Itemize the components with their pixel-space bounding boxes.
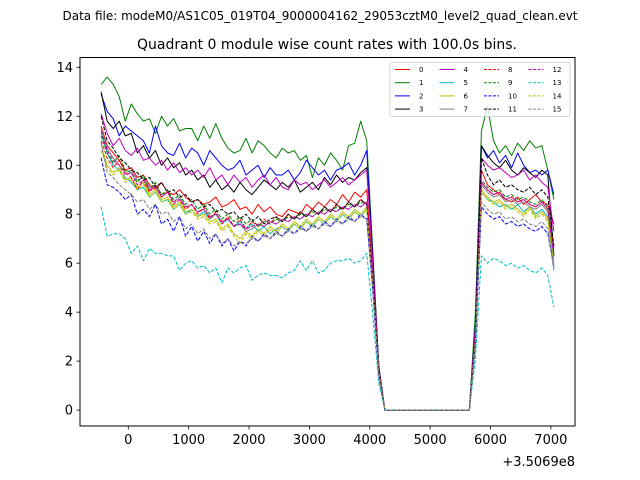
legend-label-1: 1 (419, 79, 423, 87)
series-line-13 (100, 206, 555, 411)
y-tick-label: 14 (56, 61, 73, 76)
x-tick-label: 6000 (474, 433, 507, 448)
x-axis: 0 1000 2000 3000 4000 5000 6000 7000 (124, 426, 567, 448)
legend-box (389, 62, 571, 117)
legend-label-8: 8 (508, 66, 512, 74)
y-tick-label: 4 (65, 306, 73, 321)
legend-label-6: 6 (464, 92, 469, 100)
y-tick-label: 0 (65, 404, 73, 419)
plot-area (80, 57, 575, 426)
x-tick-label: 1000 (172, 433, 205, 448)
series-line-4 (100, 113, 555, 411)
legend-label-14: 14 (553, 92, 562, 100)
x-tick-label: 3000 (293, 433, 326, 448)
x-tick-label: 4000 (353, 433, 386, 448)
y-tick-label: 6 (65, 257, 73, 272)
legend-label-10: 10 (508, 92, 517, 100)
legend-label-12: 12 (553, 66, 562, 74)
plot-border (79, 57, 576, 427)
legend-label-7: 7 (464, 106, 468, 114)
y-axis: 0 2 4 6 8 10 12 14 (56, 61, 80, 419)
chart-title: Quadrant 0 module wise count rates with … (137, 37, 517, 53)
y-tick-label: 12 (56, 110, 73, 125)
series-lines (100, 76, 555, 411)
y-tick-label: 8 (65, 208, 73, 223)
legend-label-4: 4 (464, 66, 469, 74)
legend-label-11: 11 (508, 106, 517, 114)
series-line-11 (100, 116, 555, 411)
legend-label-0: 0 (419, 66, 423, 74)
y-tick-label: 10 (56, 159, 73, 174)
legend-label-2: 2 (419, 92, 423, 100)
x-tick-label: 5000 (414, 433, 447, 448)
x-offset-label: +3.5069e8 (502, 455, 575, 470)
x-tick-label: 7000 (534, 433, 567, 448)
legend-label-5: 5 (464, 79, 468, 87)
x-tick-label: 0 (124, 433, 132, 448)
series-line-8 (100, 140, 555, 411)
legend-label-15: 15 (553, 106, 562, 114)
series-line-10 (100, 157, 555, 411)
legend-label-3: 3 (419, 106, 423, 114)
legend-label-9: 9 (508, 79, 512, 87)
y-tick-label: 2 (65, 355, 73, 370)
datafile-label: Data file: modeM0/AS1C05_019T04_90000041… (62, 9, 577, 23)
series-line-15 (100, 143, 555, 411)
legend-label-13: 13 (553, 79, 562, 87)
x-tick-label: 2000 (232, 433, 265, 448)
